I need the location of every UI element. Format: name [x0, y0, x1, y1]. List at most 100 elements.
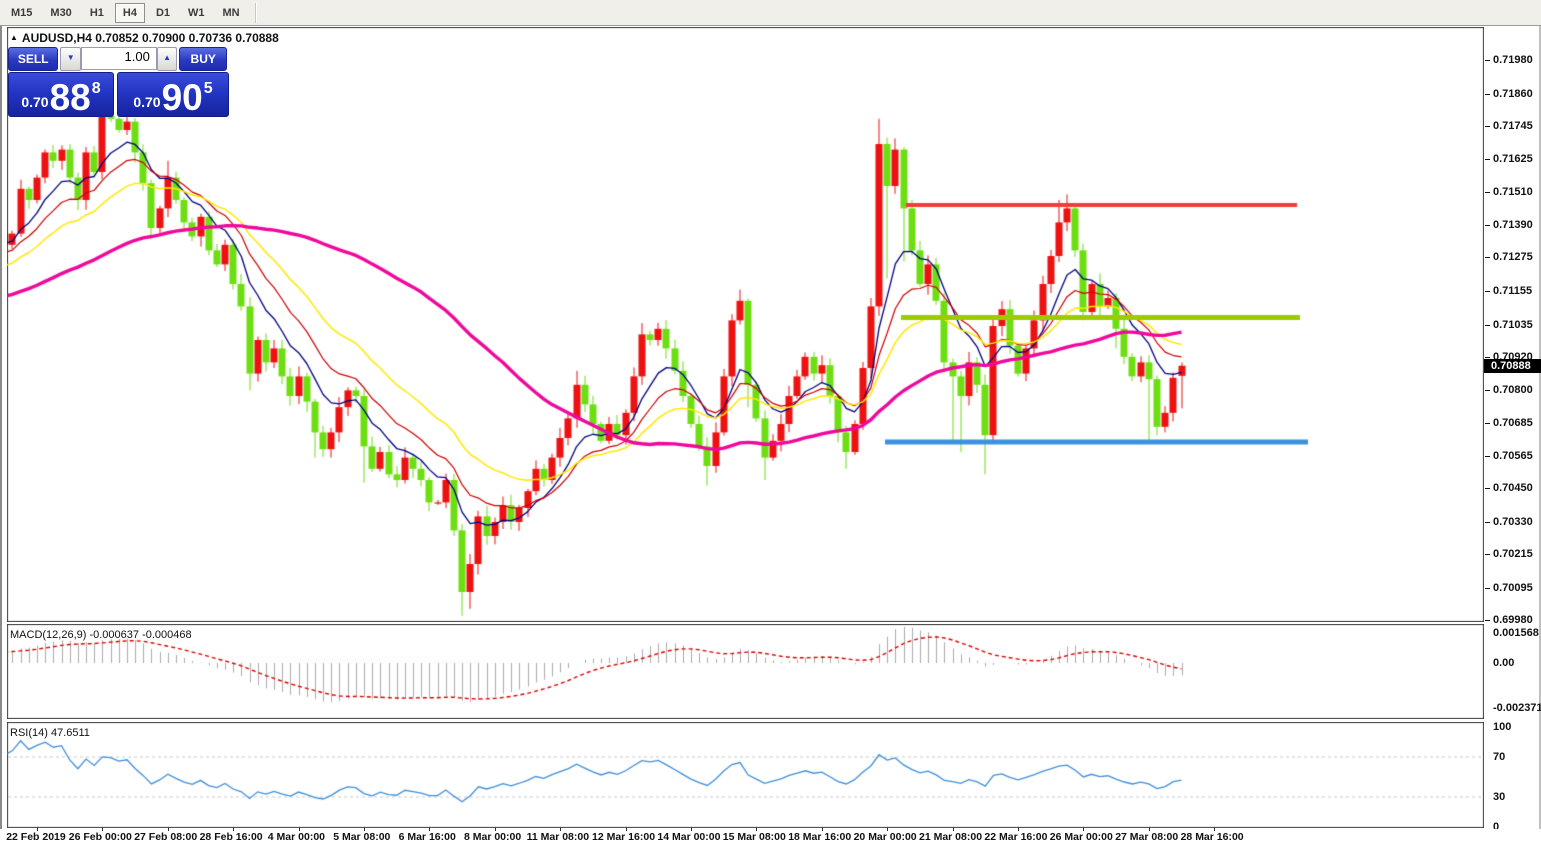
time-axis-label: 27 Mar 08:00 — [1115, 831, 1179, 843]
rsi-axis-label: 30 — [1493, 791, 1506, 803]
time-axis-label: 12 Mar 16:00 — [592, 831, 656, 843]
time-axis-label: 27 Feb 08:00 — [134, 831, 198, 843]
price-axis-label: 0.71510 — [1493, 185, 1533, 198]
sell-price-sup: 8 — [91, 80, 101, 97]
time-axis-tick — [821, 827, 823, 831]
price-axis-label: 0.71625 — [1493, 153, 1533, 166]
timeframe-button-mn[interactable]: MN — [222, 6, 240, 19]
rsi-indicator-pane[interactable] — [7, 722, 1484, 828]
buy-button[interactable]: BUY — [179, 47, 227, 71]
time-axis-tick — [1083, 827, 1085, 831]
volume-decrease-button[interactable]: ▼ — [60, 47, 81, 71]
time-axis-label: 15 Mar 08:00 — [722, 831, 786, 843]
price-axis-label: 0.70330 — [1493, 516, 1533, 528]
timeframe-button-w1[interactable]: W1 — [188, 6, 205, 19]
time-axis-label: 26 Feb 00:00 — [68, 831, 132, 843]
price-axis-label: 0.71860 — [1493, 87, 1533, 100]
time-axis-tick — [756, 827, 758, 831]
time-axis-tick — [494, 827, 496, 831]
price-axis-label: 0.71745 — [1493, 119, 1533, 132]
timeframe-button-d1[interactable]: D1 — [155, 6, 170, 19]
rsi-axis-label: 70 — [1493, 751, 1506, 763]
time-axis-label: 6 Mar 16:00 — [398, 831, 456, 843]
macd-axis-label: 0.001568 — [1493, 626, 1539, 639]
price-axis-tick — [1485, 257, 1490, 259]
price-axis-tick — [1485, 93, 1490, 95]
time-axis-tick — [233, 827, 235, 831]
buy-price-big: 90 — [161, 77, 203, 118]
price-axis-tick — [1485, 60, 1490, 61]
rsi-axis-label: 100 — [1493, 721, 1512, 733]
sell-price-box[interactable]: 0.70 88 8 — [8, 72, 114, 117]
price-axis-tick — [1485, 456, 1490, 458]
timeframe-buttons: M15 M30 H1 H4 D1 W1 MN — [2, 2, 249, 23]
price-axis-tick — [1485, 522, 1490, 523]
time-axis-tick — [1148, 827, 1150, 831]
current-price-tag: 0.70888 — [1484, 358, 1541, 373]
price-axis-tick — [1485, 390, 1490, 392]
buy-price-small: 0.70 — [133, 94, 161, 110]
window-right-edge — [1539, 26, 1541, 844]
time-axis-tick — [364, 827, 365, 831]
time-axis-label: 22 Feb 2019 — [6, 831, 66, 843]
macd-indicator-pane[interactable] — [7, 624, 1484, 719]
buy-price-box[interactable]: 0.70 90 5 — [117, 72, 229, 117]
time-axis-tick — [1018, 827, 1019, 831]
timeframe-button-h4[interactable]: H4 — [114, 2, 145, 23]
price-axis[interactable]: 0.71980 0.71860 0.71745 0.71625 0.71510 0.713… — [1485, 26, 1541, 833]
macd-axis-label: 0.00 — [1493, 657, 1515, 669]
volume-increase-button[interactable]: ▲ — [156, 47, 178, 71]
time-axis-label: 28 Feb 16:00 — [199, 831, 263, 843]
toolbar-separator — [254, 2, 257, 23]
collapse-triangle-icon[interactable]: ▲ — [10, 33, 18, 42]
price-axis-label: 0.71390 — [1493, 219, 1533, 232]
price-axis-tick — [1485, 620, 1490, 621]
time-axis-tick — [952, 827, 954, 831]
time-axis-tick — [560, 827, 562, 831]
price-axis-label: 0.70450 — [1493, 482, 1533, 495]
price-axis-tick — [1485, 554, 1490, 556]
time-axis-tick — [1214, 827, 1216, 831]
window-left-edge — [0, 0, 2, 844]
price-axis-tick — [1485, 488, 1490, 490]
price-axis-tick — [1485, 191, 1490, 193]
time-axis-tick — [429, 827, 431, 831]
price-axis-label: 0.69980 — [1493, 614, 1533, 626]
timeframe-button-m15[interactable]: M15 — [11, 6, 33, 19]
one-click-trade-panel: SELL ▼ 1.00 ▲ BUY 0.70 88 8 0.70 90 5 — [8, 47, 229, 117]
macd-axis-label: -0.002371 — [1493, 702, 1541, 715]
macd-label: MACD(12,26,9) -0.000637 -0.000468 — [10, 629, 192, 641]
price-axis-tick — [1485, 225, 1490, 227]
time-axis-label: 8 Mar 00:00 — [464, 831, 522, 843]
timeframe-button-m30[interactable]: M30 — [50, 6, 72, 19]
sell-price-big: 88 — [49, 77, 91, 118]
time-axis-tick — [298, 827, 300, 831]
price-axis-label: 0.71275 — [1493, 251, 1533, 264]
sell-button[interactable]: SELL — [8, 47, 59, 71]
price-axis-label: 0.70800 — [1493, 384, 1533, 397]
price-axis-label: 0.70215 — [1493, 548, 1533, 561]
time-axis-label: 26 Mar 00:00 — [1049, 831, 1113, 843]
time-axis-label: 14 Mar 00:00 — [657, 831, 721, 843]
rsi-axis-label: 0 — [1493, 821, 1500, 833]
symbol-ohlc-header: ▲ AUDUSD,H4 0.70852 0.70900 0.70736 0.708… — [10, 31, 279, 45]
price-axis-label: 0.71155 — [1493, 285, 1533, 297]
timeframe-button-h1[interactable]: H1 — [89, 6, 104, 19]
price-axis-tick — [1485, 587, 1490, 589]
time-axis-tick — [625, 827, 627, 831]
price-axis-tick — [1485, 125, 1490, 127]
price-axis-label: 0.71980 — [1493, 54, 1533, 66]
time-axis-tick — [37, 827, 38, 831]
time-axis-label: 5 Mar 08:00 — [333, 831, 391, 843]
price-axis-label: 0.71035 — [1493, 318, 1533, 331]
price-axis-tick — [1485, 422, 1490, 424]
volume-input[interactable]: 1.00 — [80, 47, 157, 70]
main-price-chart[interactable] — [7, 27, 1484, 622]
symbol-ohlc-text: AUDUSD,H4 0.70852 0.70900 0.70736 0.7088… — [21, 31, 279, 45]
time-axis[interactable]: 22 Feb 2019 26 Feb 00:00 27 Feb 08:00 28 Fe… — [0, 827, 1541, 844]
timeframe-toolbar: M15 M30 H1 H4 D1 W1 MN — [0, 0, 1541, 26]
time-axis-label: 21 Mar 08:00 — [919, 831, 983, 843]
time-axis-label: 11 Mar 08:00 — [526, 831, 590, 843]
time-axis-tick — [691, 827, 692, 831]
